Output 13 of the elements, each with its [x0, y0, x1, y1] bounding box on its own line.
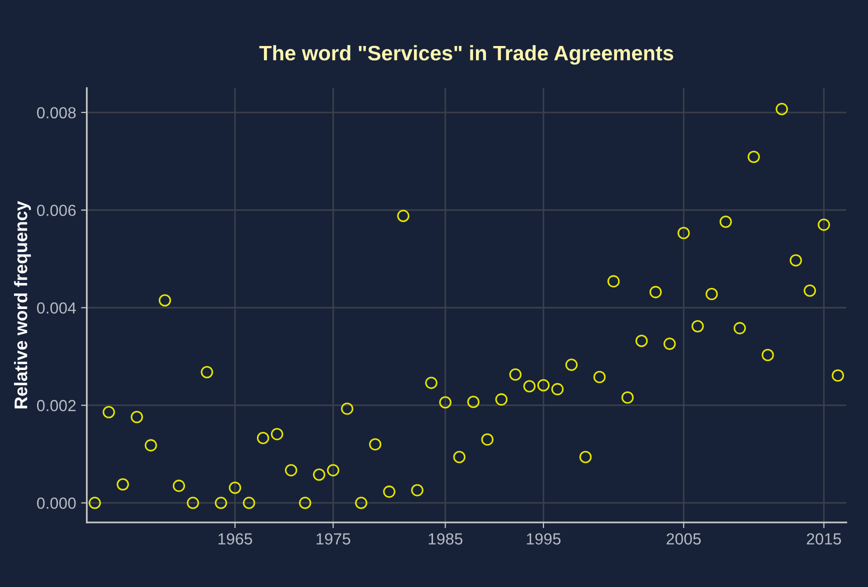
chart-title: The word "Services" in Trade Agreements: [259, 45, 674, 65]
x-tick-label: 1965: [218, 533, 252, 545]
y-tick-label: 0.006: [37, 204, 76, 216]
x-tick-label: 1985: [428, 533, 462, 545]
y-tick-label: 0.000: [37, 498, 76, 509]
y-tick-label: 0.008: [37, 107, 76, 118]
y-tick-label: 0.002: [37, 400, 76, 412]
x-tick-label: 1995: [526, 533, 561, 545]
x-tick-label: 2015: [806, 533, 841, 545]
y-axis-title: Relative word frequency: [14, 200, 31, 408]
x-tick-label: 2005: [666, 533, 701, 545]
x-tick-label: 1975: [316, 533, 350, 545]
y-tick-label: 0.004: [37, 302, 76, 314]
